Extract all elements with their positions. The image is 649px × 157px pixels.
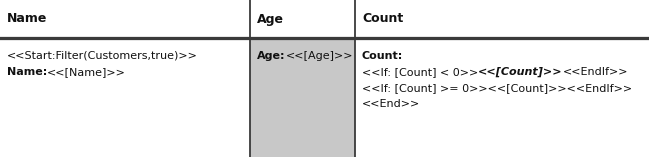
Bar [0, 0, 649, 38]
Text: Age: Age [257, 13, 284, 25]
Text: <<[Age]>>: <<[Age]>> [286, 51, 353, 61]
Text: Age:: Age: [257, 51, 286, 61]
Text: <<[Name]>>: <<[Name]>> [47, 67, 126, 77]
Text: <<If: [Count] < 0>>: <<If: [Count] < 0>> [362, 67, 478, 77]
Text: <<If: [Count] >= 0>><<[Count]>><<EndIf>>: <<If: [Count] >= 0>><<[Count]>><<EndIf>> [362, 83, 632, 93]
Text: Count: Count [362, 13, 403, 25]
Text: Count:: Count: [362, 51, 403, 61]
Bar [250, 38, 355, 157]
Bar [0, 38, 649, 157]
Text: Name:: Name: [7, 67, 47, 77]
Text: Name: Name [7, 13, 47, 25]
Text: <<End>>: <<End>> [362, 99, 421, 109]
Text: <<EndIf>>: <<EndIf>> [563, 67, 628, 77]
Text: <<[Count]>>: <<[Count]>> [478, 67, 563, 77]
Text: <<Start:Filter(Customers,true)>>: <<Start:Filter(Customers,true)>> [7, 51, 198, 61]
